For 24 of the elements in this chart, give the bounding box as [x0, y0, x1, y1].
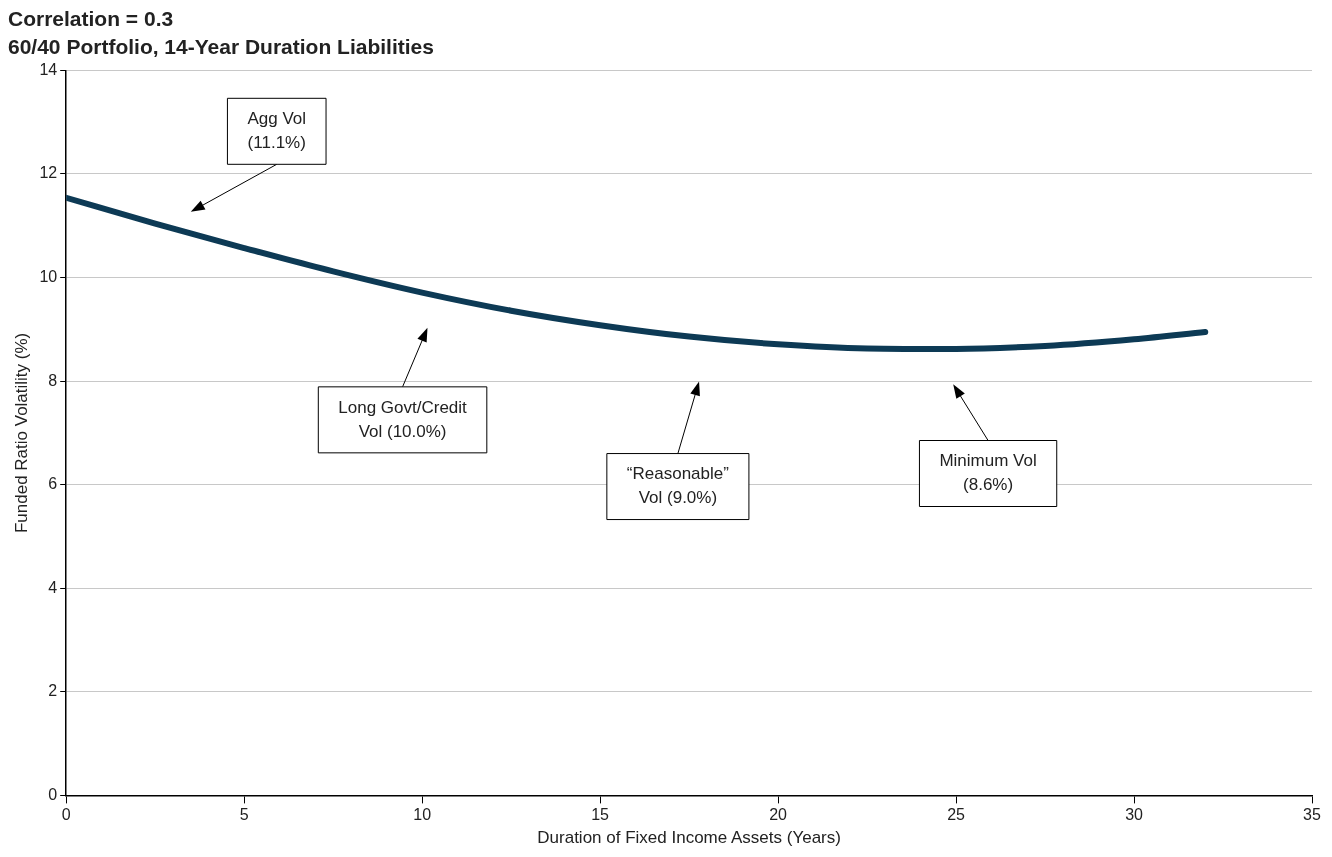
x-tick-label: 25 [947, 806, 966, 824]
y-tick-label: 14 [39, 60, 58, 78]
x-tick-label: 0 [61, 806, 71, 824]
y-axis-title: Funded Ratio Volatility (%) [11, 332, 31, 534]
y-tick-label: 0 [48, 785, 58, 803]
annotation: Minimum Vol (8.6%) [939, 451, 1037, 495]
y-tick-label: 10 [39, 267, 58, 285]
annotation: Long Govt/Credit Vol (10.0%) [338, 397, 468, 441]
x-tick-label: 20 [769, 806, 788, 824]
y-tick-label: 6 [48, 475, 58, 493]
x-tick-label: 10 [413, 806, 432, 824]
x-tick-label: 35 [1303, 806, 1321, 824]
annotation: “Reasonable” Vol (9.0%) [626, 464, 730, 508]
x-tick-label: 15 [591, 806, 610, 824]
chart-title: Correlation = 0.3 [8, 7, 174, 31]
x-axis-title: Duration of Fixed Income Assets (Years) [537, 828, 841, 848]
y-tick-label: 4 [48, 578, 58, 596]
x-tick-label: 30 [1125, 806, 1144, 824]
annotation: Agg Vol (11.1%) [247, 108, 307, 152]
y-tick-label: 2 [48, 682, 58, 700]
chart-subtitle: 60/40 Portfolio, 14-Year Duration Liabilities [8, 34, 434, 58]
y-tick-label: 12 [39, 164, 58, 182]
x-tick-label: 5 [239, 806, 249, 824]
y-tick-label: 8 [48, 371, 58, 389]
